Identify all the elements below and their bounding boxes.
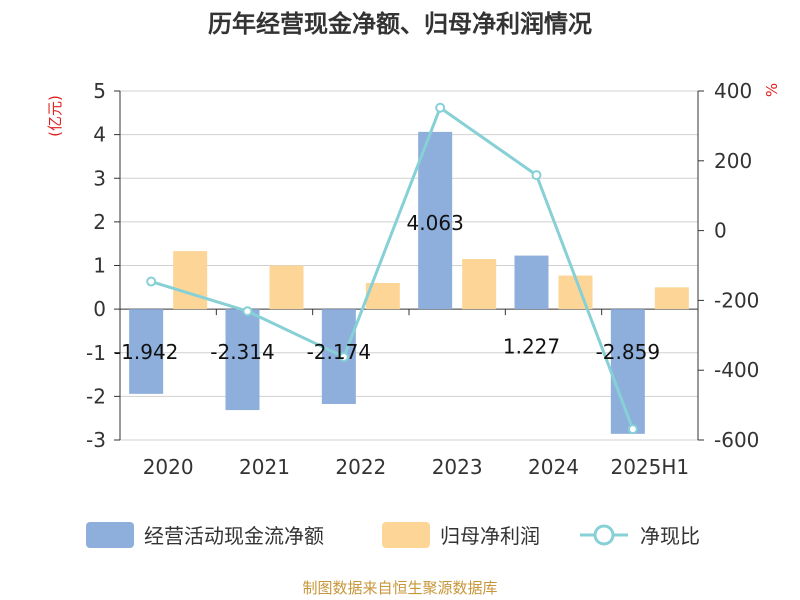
category-label: 2025H1 <box>610 455 689 479</box>
bar-profit <box>654 287 689 310</box>
legend-item-profit[interactable]: 归母净利润 <box>382 522 540 548</box>
bar-cashflow <box>514 255 549 310</box>
grid <box>120 90 698 441</box>
bar-cashflow <box>225 309 260 411</box>
bar-cashflow <box>321 309 356 404</box>
bar-profit <box>173 251 208 310</box>
legend-label-cashflow: 经营活动现金流净额 <box>144 524 324 548</box>
data-label-cashflow: -1.942 <box>114 340 178 364</box>
ratio-point <box>627 424 638 435</box>
ratio-point <box>338 351 349 362</box>
right-tick-label: -200 <box>714 288 759 312</box>
left-tick-label: 2 <box>93 210 106 234</box>
legend-swatch-profit <box>382 522 430 548</box>
ratio-point <box>242 306 253 317</box>
bar-profit <box>269 265 304 310</box>
data-label-cashflow: -2.174 <box>307 340 371 364</box>
left-tick-label: 4 <box>93 123 106 147</box>
source-note: 制图数据来自恒生聚源数据库 <box>302 579 497 597</box>
category-label: 2023 <box>432 455 483 479</box>
chart-title: 历年经营现金净额、归母净利润情况 <box>208 10 592 38</box>
ratio-line-path <box>150 106 635 430</box>
legend-swatch-ratio-marker <box>593 524 615 546</box>
left-tick-label: -3 <box>86 428 106 452</box>
left-tick-label: 0 <box>93 297 106 321</box>
category-label: 2022 <box>335 455 386 479</box>
right-axis-unit: % <box>763 83 781 97</box>
left-tick-label: -1 <box>86 341 106 365</box>
left-tick-label: 5 <box>93 79 106 103</box>
left-tick-label: 3 <box>93 166 106 190</box>
legend[interactable]: 经营活动现金流净额 归母净利润 净现比 <box>86 522 700 548</box>
left-tick-label: 1 <box>93 254 106 278</box>
bars <box>129 131 689 434</box>
bar-cashflow <box>418 131 453 310</box>
right-tick-label: -600 <box>714 428 759 452</box>
bar-profit <box>462 258 497 310</box>
legend-label-profit: 归母净利润 <box>440 524 540 548</box>
category-label: 2021 <box>239 455 290 479</box>
right-tick-label: 400 <box>714 79 752 103</box>
data-label-cashflow: 1.227 <box>503 335 560 359</box>
ratio-point <box>435 102 446 113</box>
category-label: 2020 <box>143 455 194 479</box>
bar-cashflow <box>129 309 164 394</box>
legend-item-ratio[interactable]: 净现比 <box>580 524 700 548</box>
data-label-cashflow: 4.063 <box>407 211 464 235</box>
ratio-point <box>531 170 542 181</box>
axes: 5 4 3 2 1 0 -1 -2 -3 400 200 0 -200 -400 -600 2020 2021 2… <box>86 79 759 479</box>
right-tick-label: 200 <box>714 149 752 173</box>
right-tick-label: 0 <box>714 219 727 243</box>
legend-swatch-cashflow <box>86 522 134 548</box>
ratio-point <box>146 276 157 287</box>
category-label: 2024 <box>528 455 579 479</box>
legend-label-ratio: 净现比 <box>640 524 700 548</box>
data-labels: -1.942 -2.314 -2.174 4.063 1.227 -2.859 <box>114 211 660 364</box>
data-label-cashflow: -2.859 <box>596 340 660 364</box>
left-tick-label: -2 <box>86 384 106 408</box>
legend-item-cashflow[interactable]: 经营活动现金流净额 <box>86 522 324 548</box>
ratio-line <box>146 102 638 435</box>
right-tick-label: -400 <box>714 358 759 382</box>
data-label-cashflow: -2.314 <box>210 340 274 364</box>
left-axis-unit: (亿元) <box>46 95 64 137</box>
